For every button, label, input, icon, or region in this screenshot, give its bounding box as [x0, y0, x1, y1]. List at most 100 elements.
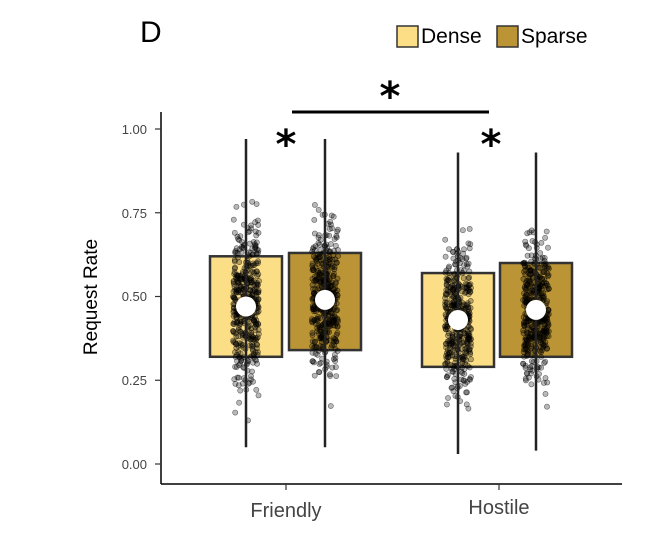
jitter-point: [316, 241, 323, 248]
jitter-point: [327, 241, 334, 247]
jitter-point: [246, 322, 253, 329]
means-layer: [236, 289, 546, 330]
jitter-point: [448, 340, 455, 347]
jitter-point: [317, 328, 324, 335]
jitter-point: [465, 286, 472, 293]
jitter-point: [311, 290, 317, 296]
jitter-point: [238, 249, 245, 256]
jitter-point: [442, 301, 448, 308]
legend-swatch-sparse: [496, 25, 519, 48]
jitter-point: [542, 375, 549, 381]
jitter-point: [233, 364, 240, 370]
jitter-point: [236, 246, 243, 253]
jitter-point: [253, 201, 260, 207]
panel-label: D: [140, 16, 162, 49]
jitter-point: [255, 304, 262, 311]
jitter-point: [234, 358, 240, 364]
jitter-point: [463, 350, 469, 357]
jitter-point: [316, 251, 323, 257]
jitter-point: [231, 257, 238, 263]
jitter-point: [542, 234, 548, 241]
jitter-point: [537, 274, 543, 280]
jitter-point: [462, 360, 468, 367]
jitter-point: [450, 286, 457, 293]
jitter-point: [316, 269, 323, 276]
jitter-point: [463, 401, 470, 408]
jitter-point: [246, 228, 253, 235]
jitter-point: [333, 259, 340, 266]
jitter-point: [468, 356, 474, 363]
jitter-point: [254, 272, 260, 279]
jitter-point: [248, 331, 255, 338]
jitter-point: [468, 374, 474, 380]
jitter-point: [528, 252, 535, 259]
jitter-point: [314, 260, 321, 267]
jitter-point: [543, 228, 550, 235]
jitter-point: [252, 356, 258, 363]
jitter-point: [253, 260, 260, 266]
legend-swatch-dense: [396, 25, 419, 48]
jitter-point: [327, 323, 334, 330]
jitter-point: [466, 364, 473, 371]
jitter-point: [329, 225, 335, 232]
jitter-point: [334, 347, 341, 354]
jitter-point: [545, 244, 551, 251]
jitter-point: [252, 242, 259, 249]
jitter-point: [254, 342, 261, 348]
jitter-point: [311, 216, 318, 223]
jitter-point: [445, 332, 451, 339]
jitter-point: [316, 335, 323, 342]
jitter-point: [326, 256, 333, 263]
jitter-point: [313, 316, 320, 323]
jitter-point: [333, 295, 340, 301]
jitter-point: [465, 291, 472, 298]
jitter-point: [314, 282, 321, 289]
jitter-point: [527, 267, 533, 274]
jitter-point: [248, 222, 254, 229]
jitter-point: [237, 233, 244, 240]
jitter-point: [327, 337, 334, 344]
jitter-point: [520, 360, 526, 367]
jitter-point: [331, 266, 338, 273]
jitter-point: [233, 203, 240, 210]
jitter-point: [331, 236, 338, 242]
jitter-point: [330, 306, 337, 313]
jitter-point: [231, 229, 238, 236]
jitter-point: [520, 260, 527, 267]
significance-star-between: *: [380, 74, 401, 120]
jitter-point: [309, 343, 316, 350]
jitter-point: [446, 349, 453, 356]
jitter-point: [541, 379, 547, 386]
jitter-point: [443, 366, 450, 372]
jitter-point: [249, 291, 256, 298]
jitter-point: [235, 382, 242, 389]
legend: Dense Sparse: [396, 25, 588, 48]
jitter-point: [463, 389, 469, 396]
jitter-point: [309, 349, 316, 356]
mean-point-dense-friendly: [236, 296, 256, 317]
jitter-point: [252, 324, 258, 331]
jitter-point: [542, 390, 549, 397]
jitter-point: [326, 276, 333, 283]
jitter-point: [446, 246, 452, 252]
jitter-point: [249, 198, 256, 205]
jitter-point: [466, 274, 473, 281]
jitter-point: [247, 275, 254, 282]
jitter-point: [524, 351, 531, 358]
jitter-point: [249, 343, 255, 350]
jitter-point: [460, 377, 467, 384]
jitter-point: [329, 263, 336, 270]
jitter-point: [448, 365, 455, 372]
jitter-point: [332, 242, 339, 249]
jitter-point: [526, 275, 533, 282]
jitter-point: [522, 238, 529, 245]
jitter-point: [450, 338, 457, 345]
jitter-point: [309, 295, 316, 302]
jitter-point: [230, 280, 237, 287]
jitter-point: [467, 304, 474, 311]
jitter-point: [231, 376, 238, 383]
jitter-point: [521, 319, 527, 326]
jitter-point: [543, 330, 550, 336]
jitter-point: [230, 328, 236, 334]
jitter-point: [312, 247, 318, 253]
